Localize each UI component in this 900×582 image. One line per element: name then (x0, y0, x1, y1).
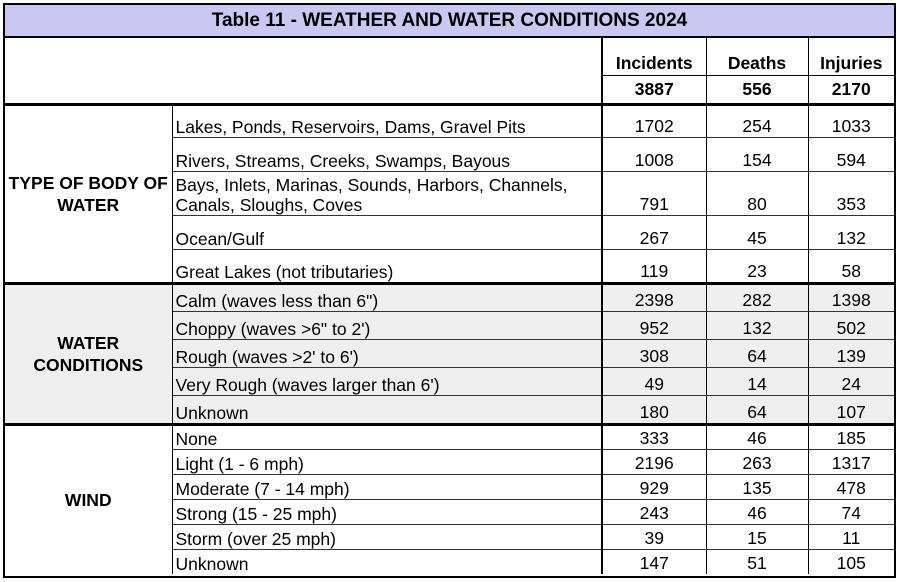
injuries-cell: 594 (808, 137, 894, 172)
row-label: Lakes, Ponds, Reservoirs, Dams, Gravel P… (172, 104, 603, 138)
incidents-cell: 180 (602, 395, 707, 426)
table-row: Strong (15 - 25 mph) 243 46 74 (5, 499, 894, 525)
deaths-cell: 45 (706, 215, 809, 250)
table-row: Unknown 147 51 105 (5, 549, 894, 574)
deaths-cell: 23 (706, 249, 809, 285)
row-label: Calm (waves less than 6") (172, 283, 603, 312)
injuries-cell: 1398 (808, 283, 894, 312)
table-row: Choppy (waves >6" to 2') 952 132 502 (5, 311, 894, 340)
table-row: Ocean/Gulf 267 45 132 (5, 215, 894, 250)
incidents-cell: 791 (602, 171, 707, 216)
deaths-cell: 282 (706, 283, 809, 312)
incidents-cell: 2196 (602, 449, 707, 475)
category-water-conditions: WATER CONDITIONS (5, 283, 173, 426)
deaths-cell: 263 (706, 449, 809, 475)
incidents-cell: 39 (602, 524, 707, 550)
table-title: Table 11 - WEATHER AND WATER CONDITIONS … (5, 5, 894, 38)
injuries-cell: 1317 (808, 449, 894, 475)
table-row: Great Lakes (not tributaries) 119 23 58 (5, 249, 894, 285)
incidents-cell: 1702 (602, 104, 707, 138)
table-row: TYPE OF BODY OF WATER Lakes, Ponds, Rese… (5, 104, 894, 285)
category-body-of-water: TYPE OF BODY OF WATER (5, 104, 173, 285)
table-row: Moderate (7 - 14 mph) 929 135 478 (5, 474, 894, 500)
incidents-cell: 267 (602, 215, 707, 250)
row-label: Great Lakes (not tributaries) (172, 249, 603, 285)
deaths-cell: 135 (706, 474, 809, 500)
header-total-row: 3887 556 2170 (5, 75, 894, 106)
weather-water-table: Table 11 - WEATHER AND WATER CONDITIONS … (3, 3, 896, 578)
injuries-cell: 132 (808, 215, 894, 250)
row-label: Strong (15 - 25 mph) (172, 499, 603, 525)
deaths-cell: 64 (706, 339, 809, 368)
category-wind: WIND (5, 424, 173, 574)
deaths-cell: 46 (706, 499, 809, 525)
row-label: Unknown (172, 549, 603, 574)
row-label: Moderate (7 - 14 mph) (172, 474, 603, 500)
deaths-cell: 80 (706, 171, 809, 216)
row-label: Rough (waves >2' to 6') (172, 339, 603, 368)
total-deaths: 556 (706, 75, 809, 106)
table-row: WATER CONDITIONS Calm (waves less than 6… (5, 283, 894, 426)
table-row: Very Rough (waves larger than 6') 49 14 … (5, 367, 894, 396)
header-deaths: Deaths (706, 38, 809, 76)
row-label: Very Rough (waves larger than 6') (172, 367, 603, 396)
incidents-cell: 243 (602, 499, 707, 525)
row-label: Ocean/Gulf (172, 215, 603, 250)
injuries-cell: 58 (808, 249, 894, 285)
incidents-cell: 49 (602, 367, 707, 396)
injuries-cell: 185 (808, 424, 894, 450)
row-label: Bays, Inlets, Marinas, Sounds, Harbors, … (172, 171, 603, 216)
table-row: Rough (waves >2' to 6') 308 64 139 (5, 339, 894, 368)
incidents-cell: 308 (602, 339, 707, 368)
deaths-cell: 64 (706, 395, 809, 426)
injuries-cell: 11 (808, 524, 894, 550)
table-row: Light (1 - 6 mph) 2196 263 1317 (5, 449, 894, 475)
header-label-row: Incidents Deaths Injuries (5, 38, 894, 106)
deaths-cell: 154 (706, 137, 809, 172)
deaths-cell: 14 (706, 367, 809, 396)
deaths-cell: 46 (706, 424, 809, 450)
injuries-cell: 107 (808, 395, 894, 426)
row-label: Unknown (172, 395, 603, 426)
table-row: Bays, Inlets, Marinas, Sounds, Harbors, … (5, 171, 894, 216)
incidents-cell: 119 (602, 249, 707, 285)
deaths-cell: 132 (706, 311, 809, 340)
injuries-cell: 1033 (808, 104, 894, 138)
injuries-cell: 353 (808, 171, 894, 216)
injuries-cell: 478 (808, 474, 894, 500)
injuries-cell: 105 (836, 553, 866, 573)
deaths-cell: 254 (706, 104, 809, 138)
row-label: None (172, 424, 603, 450)
data-table: Incidents Deaths Injuries 3887 556 2170 … (5, 38, 894, 574)
table-row: Storm (over 25 mph) 39 15 11 (5, 524, 894, 550)
injuries-cell: 74 (808, 499, 894, 525)
row-label: Light (1 - 6 mph) (172, 449, 603, 475)
incidents-cell: 1008 (602, 137, 707, 172)
incidents-cell: 147 (602, 549, 707, 574)
deaths-cell: 51 (706, 549, 809, 574)
incidents-cell: 952 (602, 311, 707, 340)
injuries-cell: 502 (808, 311, 894, 340)
table-row: Unknown 180 64 107 (5, 395, 894, 426)
injuries-cell: 24 (808, 367, 894, 396)
table-row: WIND None 333 46 185 (5, 424, 894, 574)
table-row: Rivers, Streams, Creeks, Swamps, Bayous … (5, 137, 894, 172)
total-incidents: 3887 (602, 75, 707, 106)
incidents-cell: 333 (602, 424, 707, 450)
header-blank-cell (5, 38, 603, 106)
incidents-cell: 929 (602, 474, 707, 500)
total-injuries: 2170 (808, 75, 894, 106)
header-injuries: Injuries (808, 38, 894, 76)
row-label: Choppy (waves >6" to 2') (172, 311, 603, 340)
row-label: Storm (over 25 mph) (172, 524, 603, 550)
injuries-cell: 139 (808, 339, 894, 368)
row-label: Rivers, Streams, Creeks, Swamps, Bayous (172, 137, 603, 172)
header-incidents: Incidents (602, 38, 707, 76)
deaths-cell: 15 (706, 524, 809, 550)
incidents-cell: 2398 (602, 283, 707, 312)
